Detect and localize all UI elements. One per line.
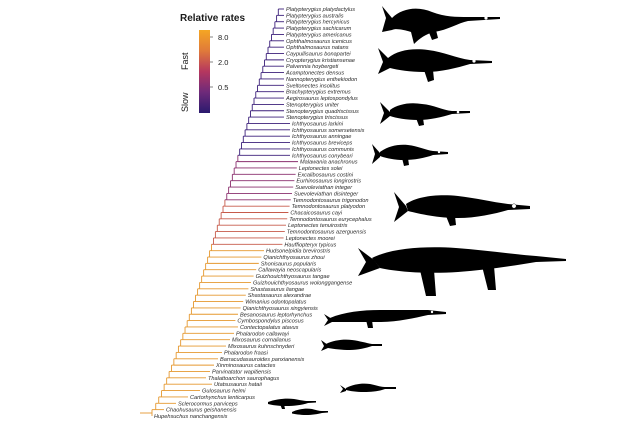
taxon-label: Qianichthyosaurus zhoui (263, 255, 325, 261)
taxon-label: Qianichthyosaurus xingyiensis (243, 306, 318, 312)
taxon-label: Thalattoarchon saurophagus (208, 376, 279, 382)
cartorhynchus-silhouette (292, 408, 328, 415)
taxon-label: Temnodontosaurus trigonodon (293, 198, 369, 204)
legend-tick-mid: 2.0 (218, 58, 228, 67)
taxon-label: Hauffiopteryx typicus (284, 242, 336, 248)
taxon-label: Malawania anachronus (300, 160, 358, 166)
taxon-label: Mixosaurus cornalianus (232, 338, 291, 344)
taxon-label: Gulosaurus helmi (202, 389, 246, 395)
taxon-label: Shonisaurus popularis (261, 261, 317, 267)
platypterygius-silhouette (382, 6, 500, 44)
taxon-label: Sclerocormus parviceps (178, 401, 238, 407)
legend-tick-low: 0.5 (218, 83, 228, 92)
taxon-label: Suevoleviathan integer (295, 185, 353, 191)
taxon-label: Platypterygius americanus (286, 32, 352, 38)
phylogenetic-tree (140, 8, 298, 416)
taxon-label: Ichthyosaurus somersetensis (292, 128, 365, 134)
mixosaurus-silhouette (321, 339, 382, 351)
legend: Relative rates 8.0 2.0 0.5 Fast Slow (180, 13, 245, 113)
taxon-label: Utatsusaurus hataii (214, 382, 263, 388)
shonisaurus-silhouette (358, 247, 566, 296)
taxon-label: Stenopterygius triscissus (286, 115, 348, 121)
taxon-label: Shastasaurus alexandrae (248, 293, 311, 299)
taxon-label: Ichthyosaurus larkini (292, 121, 344, 127)
taxon-label: Brachypterygius extremus (286, 90, 351, 96)
taxon-label: Xinminosaurus catactes (215, 363, 276, 369)
taxon-label: Stenopterygius uniter (286, 102, 340, 108)
taxon-label: Caypullisaurus bonapartei (286, 52, 351, 58)
taxon-label: Excalibosaurus costini (298, 172, 354, 178)
taxon-label: Platypterygius australis (286, 13, 344, 19)
taxon-label: Ichthyosaurus breviceps (292, 141, 353, 147)
taxon-label: Ophthalmosaurus natans (286, 45, 349, 51)
ichthyosaurus-silhouette (372, 144, 448, 166)
taxon-label: Platypterygius hercynicus (286, 20, 350, 26)
taxon-label: Aegirosaurus leptospondylus (285, 96, 358, 102)
temnodontosaurus-silhouette (394, 192, 530, 226)
cymbospondylus-silhouette (324, 310, 446, 328)
taxon-label: Eurhinosaurus longirostris (296, 179, 361, 185)
taxon-label: Chaohusaurus geishanensis (166, 408, 237, 414)
taxon-label: Cryopterygius kristiansenae (286, 58, 355, 64)
taxon-label: Leptonectes tenuirostris (288, 223, 348, 229)
taxon-label: Ichthyosaurus anningae (292, 134, 351, 140)
ophthalmosaurus-silhouette (378, 48, 492, 82)
taxon-label: Guizhouichthyosaurus wolonggangense (253, 280, 352, 286)
taxon-label: Ophthalmosaurus icenicus (286, 39, 352, 45)
taxon-labels: Platypterygius platydactylusPlatypterygi… (154, 7, 372, 420)
taxon-label: Parvinatator wapitiensis (212, 369, 271, 375)
legend-title: Relative rates (180, 13, 245, 24)
taxon-label: Barracudasauroides panxianensis (220, 357, 304, 363)
taxon-label: Wimanius odontopalatus (245, 300, 306, 306)
taxon-label: Shastasaurus liangae (250, 287, 304, 293)
taxon-label: Besanosaurus leptorhynchus (240, 312, 312, 318)
taxon-label: Hudsonelpidia brevirostris (266, 249, 331, 255)
taxon-label: Temnodontosaurus eurycephalus (289, 217, 372, 223)
taxon-label: Cymbospondylus piscosus (237, 319, 303, 325)
legend-fast-label: Fast (180, 52, 190, 70)
taxon-label: Suevoleviathan disinteger (294, 191, 359, 197)
hupehsuchus-silhouette (268, 398, 316, 409)
taxon-label: Leptonectes moorei (286, 236, 336, 242)
taxon-label: Mixosaurus kuhnschnyderi (228, 344, 295, 350)
taxon-label: Sveltonectes insolitus (286, 83, 340, 89)
legend-slow-label: Slow (180, 92, 190, 112)
taxon-label: Callawayia neoscapularis (258, 268, 321, 274)
taxon-label: Temnodontosaurus platyodon (292, 204, 366, 210)
taxon-label: Ichthyosaurus conybeari (292, 153, 353, 159)
utatsusaurus-silhouette (340, 383, 396, 393)
legend-color-bar (199, 30, 210, 113)
taxon-label: Hupehsuchus nanchangensis (154, 414, 228, 420)
stenopterygius-silhouette (380, 102, 470, 126)
taxon-label: Platypterygius platydactylus (286, 7, 355, 13)
taxon-label: Acamptonectes densus (285, 71, 344, 77)
taxon-label: Platypterygius sachicarum (286, 26, 352, 32)
taxon-label: Leptonectes solei (299, 166, 343, 172)
taxon-label: Temnodontosaurus azerguensis (287, 230, 367, 236)
taxon-label: Phalarodon callawayi (236, 331, 290, 337)
taxon-label: Cartorhynchus lenticarpus (190, 395, 255, 401)
taxon-label: Ichthyosaurus communis (292, 147, 354, 153)
taxon-label: Chacaicosaurus cayi (290, 211, 342, 217)
taxon-label: Nannopterygius enthekiodon (286, 77, 357, 83)
taxon-label: Palvennia hoybergeti (286, 64, 339, 70)
taxon-label: Guizhouichthyosaurus tangae (256, 274, 330, 280)
taxon-label: Phalarodon fraasi (224, 350, 269, 356)
taxon-label: Contectopalatus atavus (240, 325, 299, 331)
legend-tick-high: 8.0 (218, 33, 228, 42)
taxon-label: Stenopterygius quadriscissus (286, 109, 359, 115)
silhouettes (268, 6, 566, 415)
